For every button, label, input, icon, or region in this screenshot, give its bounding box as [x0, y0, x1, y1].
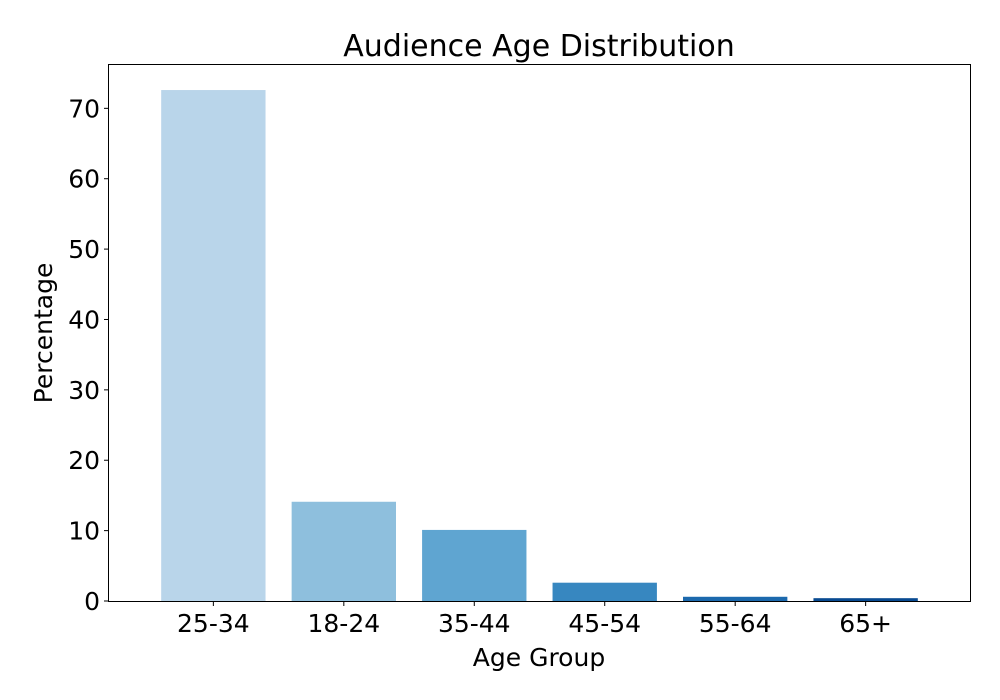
bars — [161, 90, 918, 601]
x-tick-label: 55-64 — [699, 609, 772, 638]
y-tick-label: 0 — [84, 587, 100, 616]
y-tick-label: 10 — [68, 517, 100, 546]
plot-frame — [108, 64, 971, 602]
plot-area: 0 10 20 30 40 50 60 70 25-34 18-24 35-44 45-54 55-6… — [68, 64, 971, 638]
x-axis-label: Age Group — [473, 643, 605, 672]
y-tick-label: 70 — [68, 94, 100, 123]
x-axis: 25-34 18-24 35-44 45-54 55-64 65+ — [177, 601, 892, 638]
chart-title: Audience Age Distribution — [343, 29, 734, 64]
x-tick-label: 35-44 — [438, 609, 511, 638]
bar-35-44 — [422, 529, 527, 601]
x-tick-label: 65+ — [839, 609, 892, 638]
y-tick-label: 40 — [68, 305, 100, 334]
x-tick-label: 25-34 — [177, 609, 250, 638]
bar-18-24 — [291, 501, 396, 601]
y-tick-label: 60 — [68, 165, 100, 194]
y-tick-label: 30 — [68, 376, 100, 405]
bar-25-34 — [161, 90, 266, 601]
bar-55-64 — [683, 596, 788, 601]
x-tick-label: 45-54 — [568, 609, 641, 638]
bar-45-54 — [552, 582, 657, 601]
y-axis-label: Percentage — [29, 263, 58, 404]
y-axis: 0 10 20 30 40 50 60 70 — [68, 94, 109, 616]
y-tick-label: 50 — [68, 235, 100, 264]
bar-65+ — [813, 598, 918, 601]
y-tick-label: 20 — [68, 446, 100, 475]
x-tick-label: 18-24 — [307, 609, 380, 638]
